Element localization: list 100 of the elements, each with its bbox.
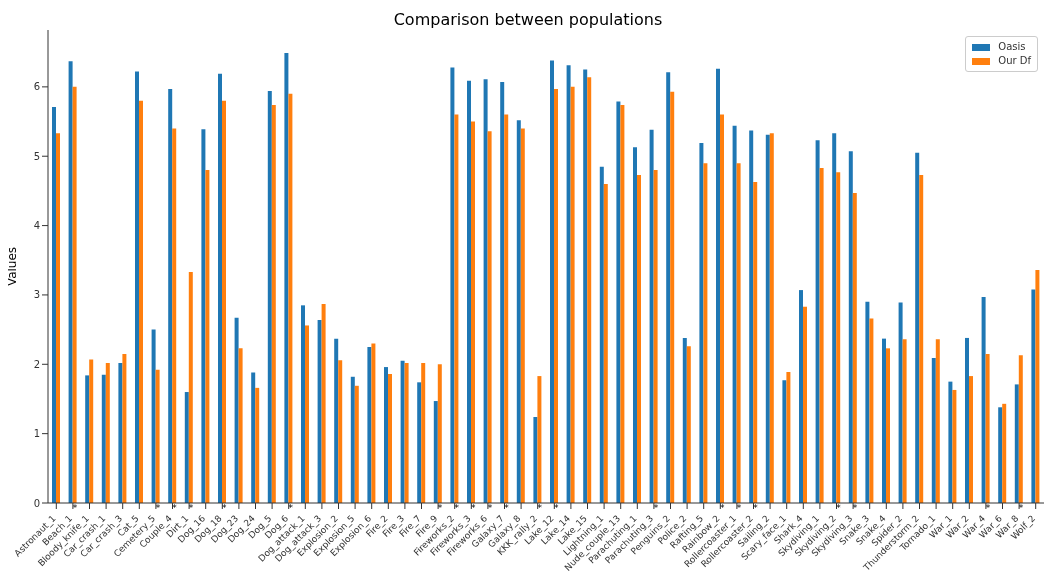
- bar: [255, 387, 260, 503]
- bar: [803, 306, 807, 503]
- bar: [753, 181, 758, 503]
- y-axis-title: Values: [5, 246, 20, 287]
- bar: [520, 128, 525, 503]
- bar: [56, 133, 60, 503]
- bar: [421, 362, 426, 503]
- bar: [865, 301, 870, 503]
- annotation: *: [653, 503, 659, 513]
- bar: [1031, 289, 1036, 503]
- bar: [338, 360, 343, 503]
- bar: [155, 369, 160, 503]
- annotation: *: [437, 503, 443, 513]
- annotation: *: [487, 503, 493, 513]
- bar: [732, 125, 737, 503]
- bar: [284, 52, 289, 503]
- bar: [819, 168, 824, 503]
- annotation: *: [720, 503, 726, 513]
- bar: [599, 166, 604, 503]
- bar: [902, 339, 907, 503]
- chart-title: Comparison between populations: [392, 10, 664, 29]
- bar: [301, 305, 305, 503]
- bar: [786, 371, 791, 503]
- annotation: *: [155, 503, 161, 513]
- bar: [935, 339, 940, 503]
- bar: [201, 129, 206, 503]
- bar: [238, 348, 243, 503]
- legend-label: Our Df: [998, 54, 1031, 68]
- bar: [931, 358, 936, 503]
- y-tick-label: 5: [33, 150, 40, 162]
- annotation: *: [288, 503, 294, 513]
- bar: [682, 337, 687, 503]
- annotation: *: [852, 503, 858, 513]
- bar: [1014, 384, 1019, 503]
- bar: [969, 376, 973, 503]
- bar: [354, 385, 359, 503]
- bar: [848, 151, 853, 503]
- bar: [205, 170, 210, 503]
- bar: [666, 72, 671, 503]
- bar: [554, 88, 558, 503]
- bar: [633, 147, 637, 503]
- bar: [487, 131, 492, 503]
- annotation: *: [537, 503, 543, 513]
- bar: [52, 106, 56, 503]
- bar: [749, 130, 754, 503]
- y-tick-label: 4: [33, 220, 40, 232]
- y-tick-label: 1: [33, 428, 40, 440]
- bar: [550, 60, 554, 503]
- annotation: *: [736, 503, 742, 513]
- bar: [471, 121, 475, 503]
- bar: [321, 303, 326, 503]
- bar: [1035, 269, 1040, 503]
- bar: [516, 120, 521, 503]
- bar: [882, 338, 886, 503]
- bar: [271, 104, 276, 503]
- bar: [981, 297, 986, 503]
- bar: [288, 93, 293, 503]
- bar: [350, 376, 355, 503]
- annotation: *: [753, 503, 759, 513]
- bar: [222, 100, 226, 503]
- bar: [467, 80, 471, 503]
- bar: [404, 362, 409, 503]
- bar: [85, 375, 90, 503]
- bar: [317, 319, 322, 503]
- bar: [1002, 403, 1007, 503]
- bar: [251, 372, 256, 503]
- bar: [799, 290, 803, 503]
- annotation: *: [188, 503, 194, 513]
- bar: [384, 367, 388, 503]
- bar: [218, 73, 222, 503]
- annotation: *: [222, 503, 228, 513]
- bar: [122, 353, 127, 503]
- bar: [105, 362, 110, 503]
- bar: [305, 325, 309, 503]
- bar: [686, 346, 691, 503]
- bar: [699, 143, 704, 503]
- bar: [566, 65, 571, 503]
- bar: [832, 133, 837, 503]
- bar: [417, 382, 422, 503]
- annotation: *: [1018, 503, 1024, 513]
- bar: [898, 302, 903, 503]
- annotation: *: [504, 503, 510, 513]
- y-tick-label: 2: [33, 358, 40, 370]
- bar: [869, 318, 874, 503]
- bar: [172, 128, 177, 503]
- bar: [388, 374, 392, 503]
- bar: [670, 91, 675, 503]
- bar: [769, 133, 774, 503]
- bar: [570, 86, 575, 503]
- bar: [371, 343, 376, 503]
- y-tick-label: 6: [33, 81, 40, 93]
- bar: [89, 359, 94, 503]
- legend-label: Oasis: [998, 40, 1026, 54]
- bar: [836, 172, 841, 503]
- bar: [500, 82, 505, 503]
- bar: [765, 134, 770, 503]
- bar: [533, 417, 538, 503]
- y-tick-label: 0: [33, 497, 40, 509]
- annotation: *: [836, 503, 842, 513]
- bar: [703, 163, 708, 503]
